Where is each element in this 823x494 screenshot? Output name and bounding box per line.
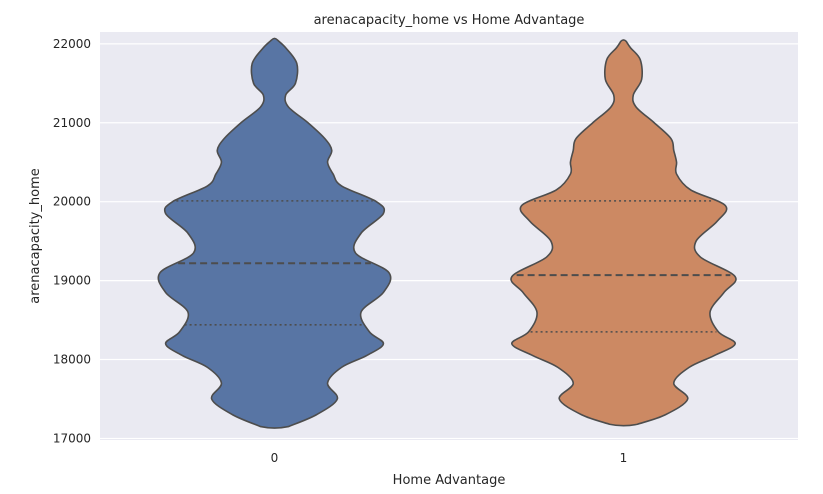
y-tick-label: 18000 — [53, 353, 91, 367]
y-axis-title: arenacapacity_home — [28, 168, 43, 303]
y-tick-label: 20000 — [53, 195, 91, 209]
violin-body — [157, 37, 392, 429]
violin-0 — [157, 37, 392, 429]
y-tick-label: 22000 — [53, 37, 91, 51]
tick-labels: 17000 18000 19000 20000 21000 22000 0 1 — [53, 37, 628, 465]
y-tick-label: 19000 — [53, 274, 91, 288]
x-tick-label: 0 — [271, 451, 279, 465]
violin-1 — [510, 39, 737, 427]
x-tick-label: 1 — [620, 451, 628, 465]
y-tick-label: 21000 — [53, 116, 91, 130]
x-axis-title: Home Advantage — [393, 473, 506, 488]
y-tick-label: 17000 — [53, 431, 91, 445]
chart-title: arenacapacity_home vs Home Advantage — [314, 13, 585, 28]
violins — [157, 37, 737, 429]
violin-body — [510, 39, 737, 427]
